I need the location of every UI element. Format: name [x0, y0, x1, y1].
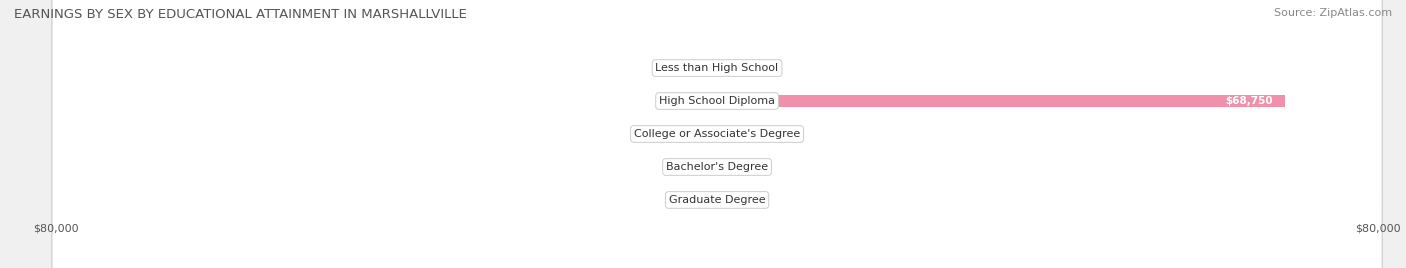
Bar [702, 194, 717, 206]
Text: $0: $0 [682, 195, 696, 205]
Bar [717, 194, 733, 206]
Text: EARNINGS BY SEX BY EDUCATIONAL ATTAINMENT IN MARSHALLVILLE: EARNINGS BY SEX BY EDUCATIONAL ATTAINMEN… [14, 8, 467, 21]
FancyBboxPatch shape [52, 0, 1382, 268]
Bar [702, 62, 717, 74]
FancyBboxPatch shape [52, 0, 1382, 268]
Bar [717, 95, 1285, 107]
Text: Bachelor's Degree: Bachelor's Degree [666, 162, 768, 172]
FancyBboxPatch shape [52, 0, 1382, 268]
Bar [717, 161, 733, 173]
Text: $0: $0 [682, 162, 696, 172]
Text: Graduate Degree: Graduate Degree [669, 195, 765, 205]
Bar [702, 128, 717, 140]
Text: $68,750: $68,750 [1225, 96, 1272, 106]
Text: Source: ZipAtlas.com: Source: ZipAtlas.com [1274, 8, 1392, 18]
Text: High School Diploma: High School Diploma [659, 96, 775, 106]
Bar [717, 62, 733, 74]
Bar [702, 95, 717, 107]
Bar [702, 161, 717, 173]
Text: $0: $0 [682, 63, 696, 73]
Text: $0: $0 [682, 129, 696, 139]
Text: $0: $0 [738, 63, 752, 73]
FancyBboxPatch shape [52, 0, 1382, 268]
Text: $0: $0 [738, 129, 752, 139]
Text: $0: $0 [682, 96, 696, 106]
Text: $0: $0 [738, 195, 752, 205]
FancyBboxPatch shape [52, 0, 1382, 268]
Text: College or Associate's Degree: College or Associate's Degree [634, 129, 800, 139]
Bar [717, 128, 733, 140]
Text: $0: $0 [738, 162, 752, 172]
Text: Less than High School: Less than High School [655, 63, 779, 73]
